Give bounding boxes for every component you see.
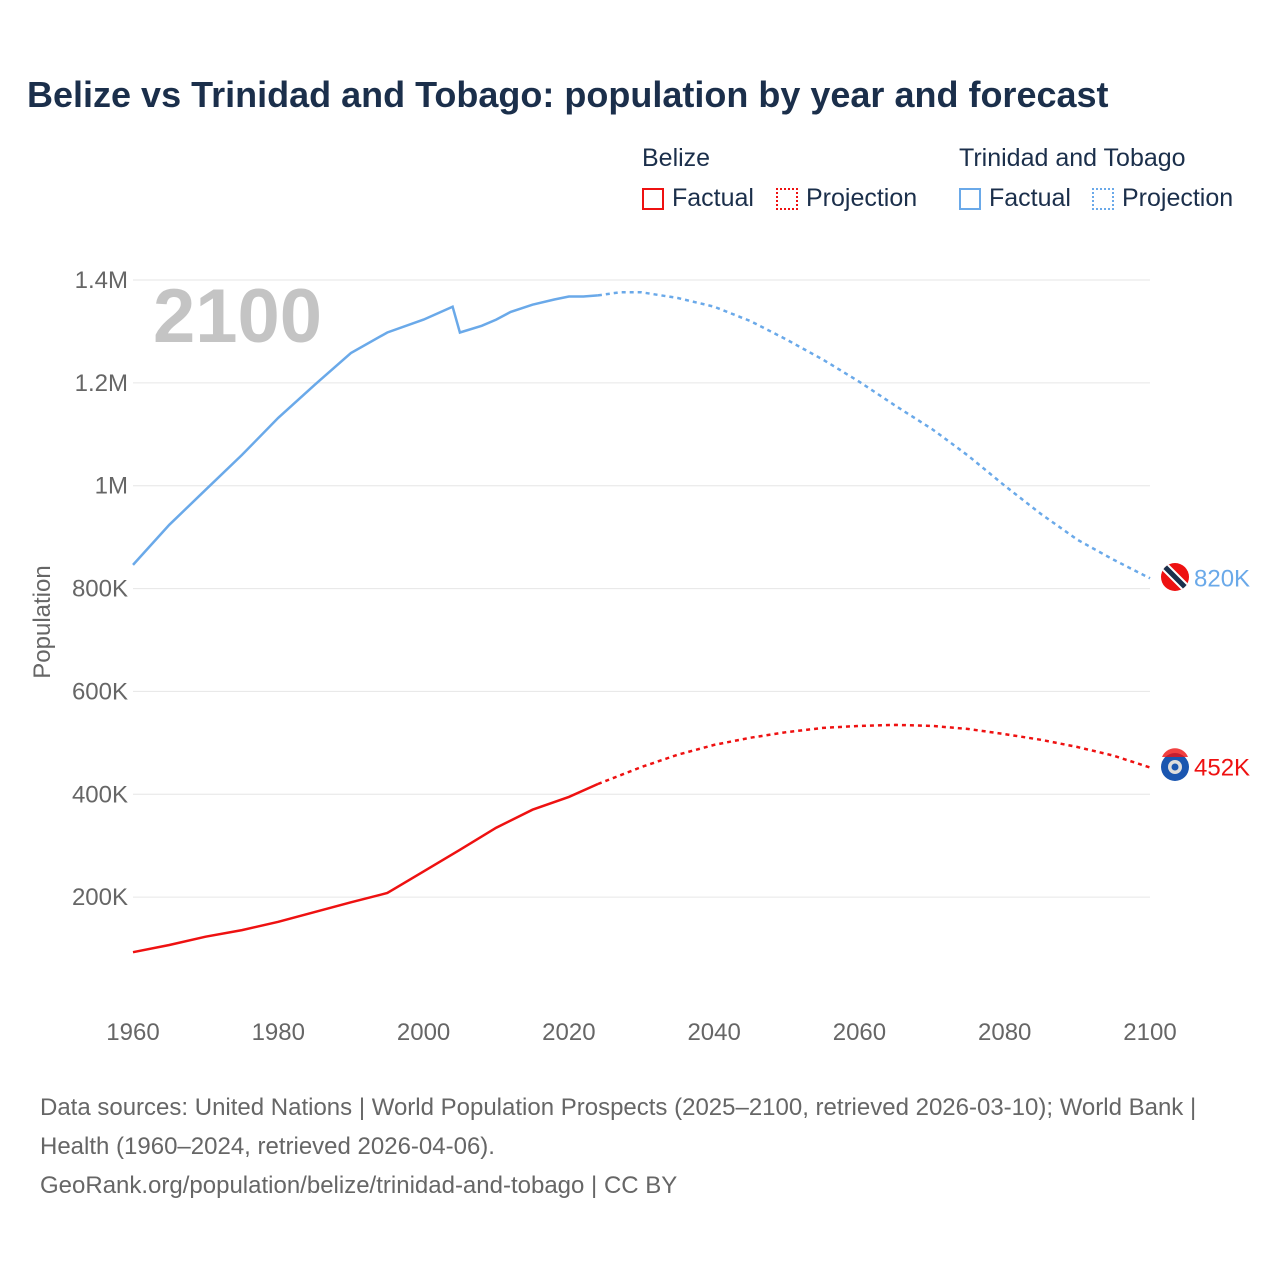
y-tick-label: 1M: [95, 473, 128, 500]
trinidad-end-label: 820K: [1194, 565, 1250, 592]
y-tick-label: 400K: [72, 781, 128, 808]
y-axis-label: Population: [29, 565, 56, 678]
y-tick-label: 200K: [72, 884, 128, 911]
y-tick-label: 1.2M: [75, 370, 128, 397]
y-tick-label: 1.4M: [75, 267, 128, 294]
swatch-dotted-icon: [776, 187, 798, 210]
x-tick-label: 2060: [833, 1019, 886, 1046]
x-tick-label: 2080: [978, 1019, 1031, 1046]
legend-trinidad-factual[interactable]: Factual: [959, 184, 1071, 213]
credit-link[interactable]: GeoRank.org/population/belize/trinidad-a…: [40, 1172, 678, 1199]
trinidad-projection-line: [597, 291, 1151, 580]
belize-end-label: 452K: [1194, 755, 1250, 782]
trinidad-factual-line: [132, 294, 598, 566]
year-watermark: 2100: [153, 274, 322, 359]
legend-group-belize: Belize: [642, 144, 711, 172]
legend-belize-factual[interactable]: Factual: [642, 184, 754, 213]
legend-label: Factual: [989, 184, 1071, 212]
belize-projection-line: [597, 723, 1151, 786]
belize-factual-line: [132, 782, 599, 954]
swatch-solid-icon: [959, 187, 981, 210]
source-note: Data sources: United Nations | World Pop…: [40, 1088, 1240, 1205]
x-tick-label: 1980: [252, 1019, 305, 1046]
x-tick-label: 2100: [1123, 1019, 1176, 1046]
source-text: Data sources: United Nations | World Pop…: [40, 1094, 1197, 1160]
belize-flag-icon: [1161, 748, 1189, 781]
legend-label: Projection: [1122, 184, 1234, 212]
trinidad-flag-icon: [1161, 563, 1189, 591]
y-tick-label: 600K: [72, 678, 128, 705]
legend-label: Factual: [672, 184, 754, 212]
x-tick-label: 2000: [397, 1019, 450, 1046]
legend-label: Projection: [806, 184, 918, 212]
legend-group-trinidad: Trinidad and Tobago: [959, 144, 1186, 172]
y-tick-label: 800K: [72, 576, 128, 603]
chart-title: Belize vs Trinidad and Tobago: populatio…: [27, 74, 1109, 115]
swatch-dotted-icon: [1092, 187, 1114, 210]
legend-trinidad-projection[interactable]: Projection: [1092, 184, 1233, 213]
swatch-solid-icon: [642, 187, 664, 210]
x-tick-label: 2040: [687, 1019, 740, 1046]
x-tick-label: 1960: [106, 1019, 159, 1046]
legend-belize-projection[interactable]: Projection: [776, 184, 917, 213]
x-tick-label: 2020: [542, 1019, 595, 1046]
